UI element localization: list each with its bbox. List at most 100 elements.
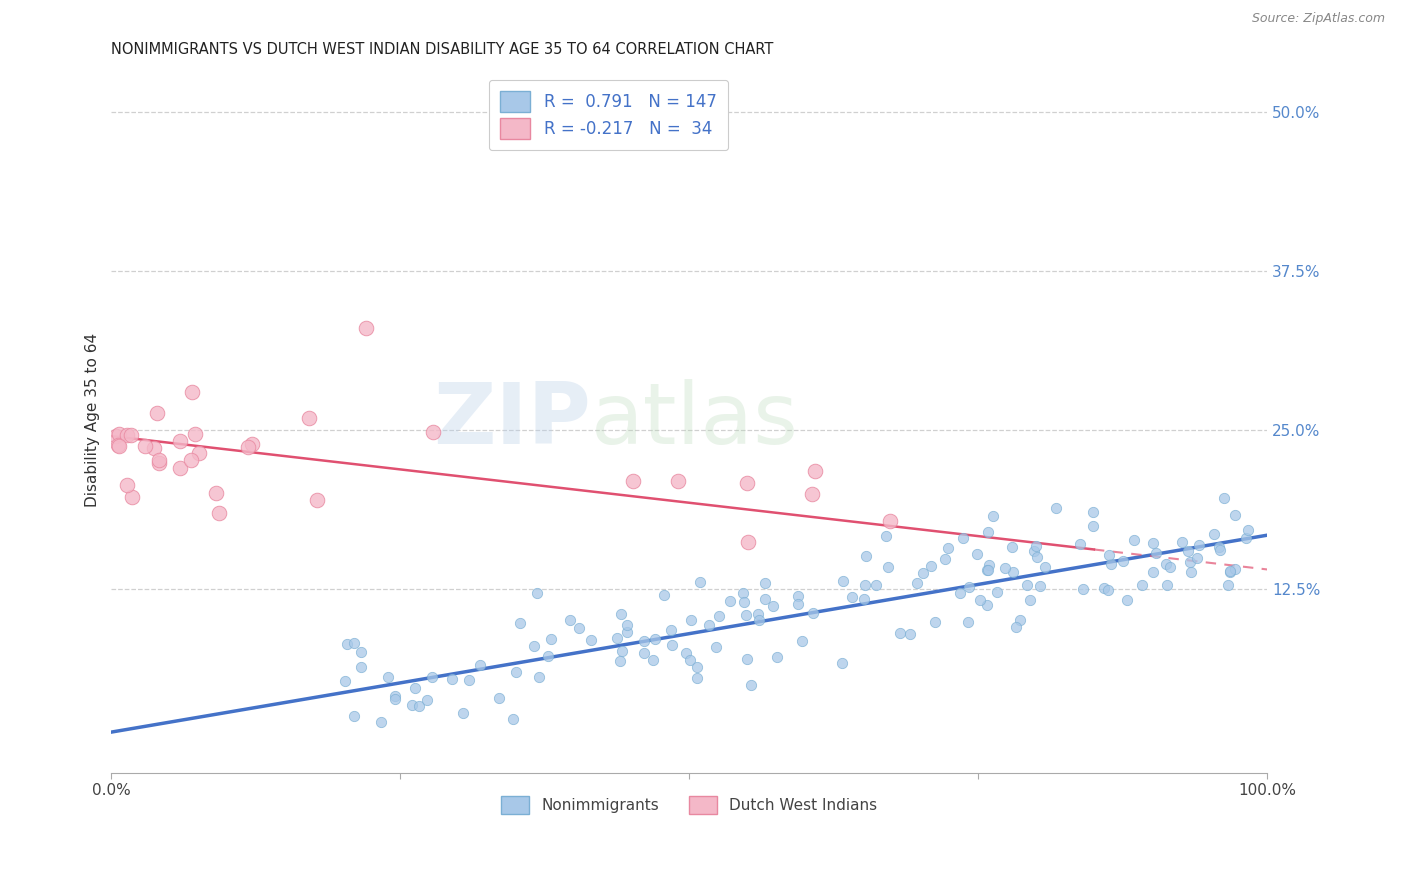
Point — [1156, 578, 1178, 592]
Point — [652, 588, 675, 602]
Point — [686, 659, 709, 673]
Point — [505, 665, 527, 679]
Point — [343, 636, 366, 650]
Point — [1178, 556, 1201, 570]
Point — [298, 411, 321, 425]
Point — [685, 671, 707, 685]
Point — [644, 632, 666, 646]
Point — [1177, 544, 1199, 558]
Point — [659, 624, 682, 638]
Point — [1005, 620, 1028, 634]
Point — [616, 618, 638, 632]
Point — [1069, 537, 1091, 551]
Point — [666, 474, 689, 488]
Point — [1092, 581, 1115, 595]
Point — [740, 678, 762, 692]
Point — [1144, 546, 1167, 560]
Point — [169, 461, 191, 475]
Point — [187, 446, 209, 460]
Point — [370, 714, 392, 729]
Point — [1223, 561, 1246, 575]
Point — [976, 563, 998, 577]
Point — [952, 531, 974, 545]
Point — [969, 593, 991, 607]
Point — [488, 691, 510, 706]
Point — [343, 708, 366, 723]
Point — [105, 429, 128, 443]
Point — [841, 591, 863, 605]
Point — [976, 598, 998, 612]
Point — [537, 648, 560, 663]
Point — [180, 384, 202, 399]
Point — [1112, 554, 1135, 568]
Point — [1017, 578, 1039, 592]
Point — [148, 457, 170, 471]
Point — [875, 529, 897, 543]
Legend: Nonimmigrants, Dutch West Indians: Nonimmigrants, Dutch West Indians — [491, 785, 889, 825]
Point — [606, 632, 628, 646]
Point — [1159, 559, 1181, 574]
Point — [754, 575, 776, 590]
Point — [790, 633, 813, 648]
Point — [377, 670, 399, 684]
Point — [527, 670, 550, 684]
Point — [831, 656, 853, 670]
Point — [1171, 534, 1194, 549]
Text: ZIP: ZIP — [433, 379, 591, 462]
Point — [765, 650, 787, 665]
Point — [735, 475, 758, 490]
Point — [832, 574, 855, 589]
Point — [853, 592, 876, 607]
Point — [169, 434, 191, 448]
Point — [689, 575, 711, 590]
Point — [523, 639, 546, 653]
Point — [911, 566, 934, 580]
Point — [1180, 566, 1202, 580]
Text: atlas: atlas — [591, 379, 799, 462]
Point — [180, 452, 202, 467]
Point — [803, 607, 825, 621]
Point — [865, 578, 887, 592]
Point — [1001, 565, 1024, 579]
Point — [643, 652, 665, 666]
Point — [307, 493, 329, 508]
Point — [416, 693, 439, 707]
Text: Source: ZipAtlas.com: Source: ZipAtlas.com — [1251, 12, 1385, 25]
Point — [108, 427, 131, 442]
Point — [633, 633, 655, 648]
Point — [336, 637, 359, 651]
Point — [1154, 557, 1177, 571]
Point — [804, 464, 827, 478]
Point — [1188, 538, 1211, 552]
Point — [737, 534, 759, 549]
Point — [1001, 540, 1024, 554]
Point — [384, 692, 406, 706]
Point — [420, 671, 443, 685]
Point — [949, 586, 972, 600]
Point — [787, 589, 810, 603]
Point — [748, 613, 770, 627]
Point — [1097, 582, 1119, 597]
Point — [404, 681, 426, 696]
Point — [1185, 551, 1208, 566]
Point — [905, 575, 928, 590]
Point — [117, 478, 139, 492]
Point — [350, 645, 373, 659]
Point — [681, 613, 703, 627]
Point — [801, 487, 824, 501]
Point — [384, 690, 406, 704]
Point — [333, 674, 356, 689]
Point — [1142, 565, 1164, 579]
Point — [986, 584, 1008, 599]
Point — [236, 441, 259, 455]
Point — [146, 407, 169, 421]
Point — [1209, 542, 1232, 557]
Point — [1234, 531, 1257, 545]
Point — [898, 627, 921, 641]
Point — [699, 617, 721, 632]
Point — [876, 559, 898, 574]
Point — [502, 712, 524, 726]
Point — [441, 672, 464, 686]
Point — [731, 585, 754, 599]
Point — [889, 626, 911, 640]
